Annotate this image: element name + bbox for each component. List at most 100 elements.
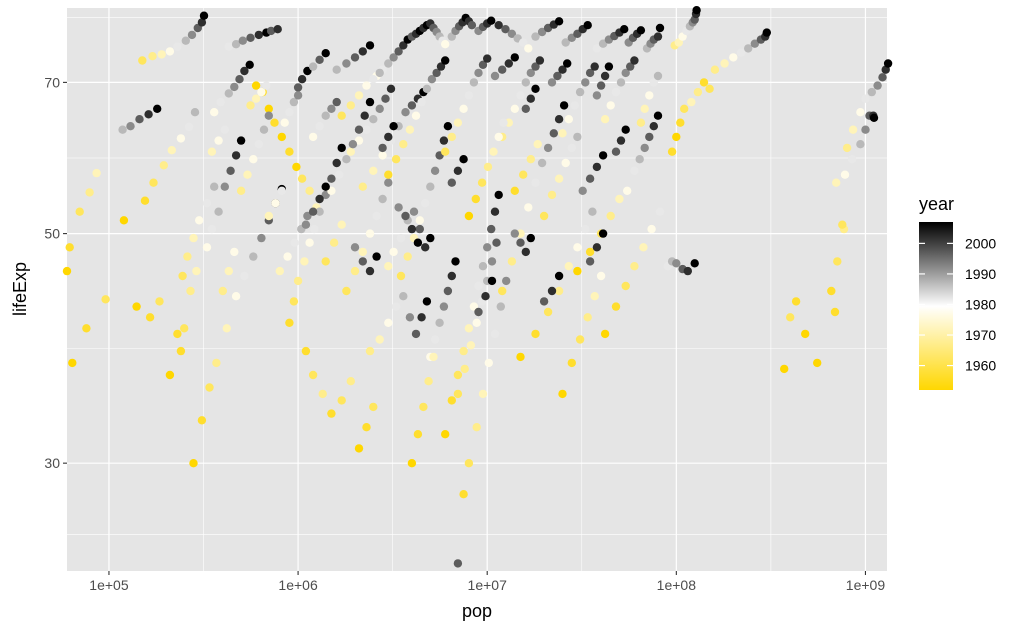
data-point (384, 59, 393, 68)
data-point (683, 266, 692, 276)
data-point (202, 199, 212, 208)
data-point (653, 32, 663, 41)
data-point (216, 97, 225, 107)
data-point (186, 286, 195, 296)
data-point (567, 143, 576, 153)
data-point (238, 36, 247, 45)
data-point (297, 174, 307, 183)
data-point (447, 178, 456, 187)
data-point (403, 252, 412, 261)
data-point (869, 113, 879, 123)
data-point (391, 155, 401, 164)
data-point (596, 81, 606, 90)
data-point (655, 207, 665, 216)
data-point (786, 313, 795, 322)
data-point (592, 44, 602, 53)
data-point (283, 252, 292, 261)
data-point (575, 87, 585, 97)
data-point (507, 29, 517, 38)
data-point (526, 233, 535, 243)
data-point (178, 271, 187, 281)
data-point (510, 229, 519, 238)
data-point (421, 199, 430, 208)
data-point (399, 292, 408, 301)
data-point (483, 162, 493, 172)
data-point (399, 140, 408, 149)
data-point (189, 233, 198, 243)
data-point (285, 108, 294, 117)
data-point (65, 243, 74, 252)
data-point (496, 302, 505, 311)
data-point (214, 136, 223, 145)
data-point (472, 423, 481, 432)
data-point (429, 352, 438, 362)
data-point (510, 53, 519, 62)
data-point (640, 143, 649, 153)
data-point (867, 87, 876, 97)
data-point (720, 59, 729, 68)
axes: 1e+05 1e+06 1e+07 1e+08 1e+09 30 50 70 (44, 74, 885, 593)
data-point (649, 78, 658, 87)
data-point (547, 78, 557, 87)
data-point (184, 122, 194, 132)
data-points (62, 6, 893, 568)
data-point (327, 104, 336, 114)
data-point (413, 238, 423, 247)
data-point (592, 162, 602, 172)
data-point (621, 281, 630, 291)
data-point (407, 101, 417, 110)
data-point (521, 247, 530, 257)
data-point (308, 370, 318, 380)
data-point (321, 111, 330, 120)
data-point (588, 207, 597, 216)
data-point (249, 252, 258, 261)
data-point (567, 358, 576, 368)
data-point (856, 108, 865, 117)
data-point (655, 23, 665, 33)
data-point (451, 257, 460, 266)
data-point (275, 266, 284, 276)
data-point (487, 16, 496, 25)
data-point (315, 194, 324, 204)
y-tick-label: 50 (44, 226, 60, 242)
data-point (308, 207, 318, 216)
data-point (521, 104, 530, 114)
x-tick-label: 1e+06 (278, 577, 318, 593)
data-point (202, 243, 212, 252)
data-point (585, 257, 595, 266)
data-point (469, 78, 479, 87)
data-point (155, 297, 164, 306)
data-point (119, 216, 129, 225)
data-point (447, 396, 456, 405)
data-point (246, 101, 255, 110)
data-point (519, 170, 528, 179)
data-point (494, 132, 503, 142)
data-point (592, 243, 602, 252)
legend-label: 2000 (965, 235, 996, 251)
data-point (384, 132, 393, 142)
data-point (453, 389, 463, 399)
data-point (459, 490, 468, 499)
data-point (559, 101, 569, 110)
data-point (590, 292, 599, 301)
data-point (672, 259, 681, 268)
data-point (598, 229, 608, 238)
data-point (636, 118, 646, 127)
data-point (635, 155, 644, 164)
data-point (411, 329, 421, 339)
data-point (573, 266, 582, 276)
data-point (645, 91, 654, 100)
legend-colorbar (919, 222, 953, 390)
data-point (472, 318, 481, 327)
data-point (474, 307, 483, 317)
data-point (801, 329, 810, 339)
data-point (207, 147, 217, 156)
data-point (365, 266, 375, 276)
data-point (848, 125, 858, 134)
data-point (165, 370, 175, 380)
data-point (447, 132, 456, 142)
data-point (611, 147, 621, 156)
data-point (245, 60, 254, 69)
data-point (645, 132, 654, 142)
data-point (616, 136, 626, 145)
